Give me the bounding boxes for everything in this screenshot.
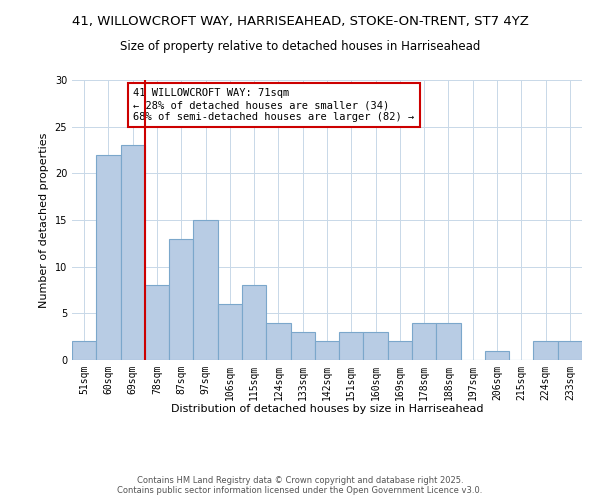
Bar <box>169 238 193 360</box>
Bar <box>436 322 461 360</box>
Bar <box>145 286 169 360</box>
Bar <box>339 332 364 360</box>
Bar <box>485 350 509 360</box>
Bar <box>412 322 436 360</box>
Bar <box>72 342 96 360</box>
Bar <box>364 332 388 360</box>
X-axis label: Distribution of detached houses by size in Harriseahead: Distribution of detached houses by size … <box>171 404 483 414</box>
Y-axis label: Number of detached properties: Number of detached properties <box>39 132 49 308</box>
Bar <box>388 342 412 360</box>
Bar <box>315 342 339 360</box>
Bar <box>533 342 558 360</box>
Text: Size of property relative to detached houses in Harriseahead: Size of property relative to detached ho… <box>120 40 480 53</box>
Text: 41 WILLOWCROFT WAY: 71sqm
← 28% of detached houses are smaller (34)
68% of semi-: 41 WILLOWCROFT WAY: 71sqm ← 28% of detac… <box>133 88 415 122</box>
Text: 41, WILLOWCROFT WAY, HARRISEAHEAD, STOKE-ON-TRENT, ST7 4YZ: 41, WILLOWCROFT WAY, HARRISEAHEAD, STOKE… <box>71 15 529 28</box>
Text: Contains HM Land Registry data © Crown copyright and database right 2025.
Contai: Contains HM Land Registry data © Crown c… <box>118 476 482 495</box>
Bar <box>193 220 218 360</box>
Bar <box>121 146 145 360</box>
Bar <box>266 322 290 360</box>
Bar <box>218 304 242 360</box>
Bar <box>242 286 266 360</box>
Bar <box>96 154 121 360</box>
Bar <box>290 332 315 360</box>
Bar <box>558 342 582 360</box>
